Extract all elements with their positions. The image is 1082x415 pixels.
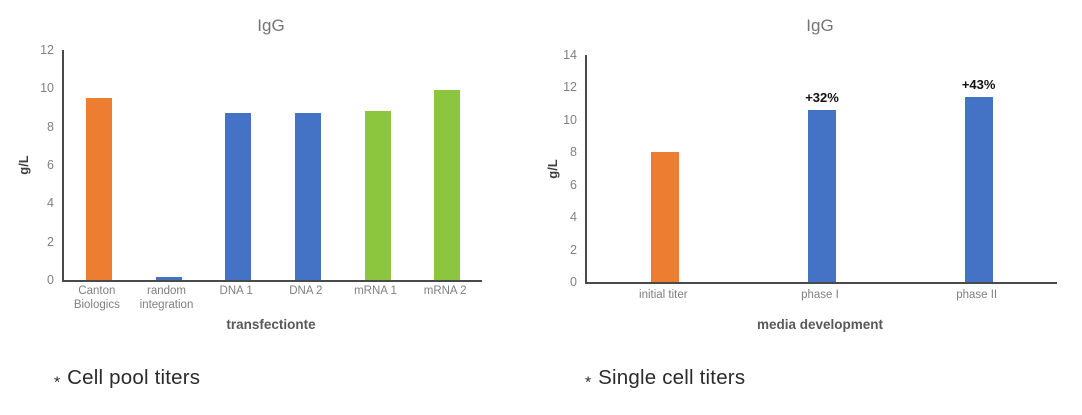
y-tick-label: 14 (563, 48, 577, 62)
x-axis-title: transfectionte (226, 317, 316, 332)
chart-caption: * Single cell titers (585, 366, 746, 392)
x-category-label: phase I (801, 289, 839, 301)
y-tick-label: 0 (570, 275, 577, 289)
x-category-label: initial titer (639, 289, 688, 301)
bar (225, 113, 252, 280)
caption-text: Single cell titers (598, 366, 746, 389)
bar (651, 152, 680, 282)
bar (364, 111, 391, 280)
asterisk-star-icon: * (54, 374, 61, 392)
chart-title: IgG (257, 16, 285, 35)
x-category-label: Canton Biologics (73, 285, 120, 311)
bar-value-label: +43% (961, 77, 996, 93)
y-tick-label: 6 (47, 158, 54, 172)
plot-area: +32% +43% (585, 55, 1057, 284)
x-category-label: DNA 1 (219, 285, 253, 297)
caption-text: Cell pool titers (67, 366, 201, 389)
x-axis-title: media development (756, 317, 884, 332)
y-tick-label: 4 (47, 196, 54, 211)
single-cell-titers-chart: IgG g/L 0 2 4 6 8 10 12 14 +32% +43% initial tit… (545, 8, 1082, 408)
y-axis-ticks: 0 2 4 6 8 10 12 (30, 43, 54, 287)
y-tick-label: 12 (563, 80, 577, 95)
asterisk-star-icon: * (585, 374, 592, 392)
bar (155, 277, 182, 280)
x-category-label: random integration (139, 285, 194, 311)
x-category-label: mRNA 1 (354, 285, 397, 297)
chart-title: IgG (806, 16, 834, 35)
y-tick-label: 8 (570, 145, 577, 160)
plot-area (62, 50, 482, 282)
y-tick-label: 0 (47, 273, 54, 287)
x-category-label: mRNA 2 (423, 285, 467, 297)
y-tick-label: 6 (570, 177, 577, 192)
bar (434, 90, 461, 280)
bar-value-label: +32% (805, 90, 839, 106)
cell-pool-titers-chart: IgG g/L 0 2 4 6 8 10 12 Canton Biologics random… (16, 8, 490, 408)
y-tick-label: 4 (570, 210, 577, 225)
y-tick-label: 8 (47, 119, 54, 134)
bar (85, 97, 112, 280)
y-tick-label: 12 (40, 43, 54, 57)
bar (808, 110, 836, 282)
chart-caption: * Cell pool titers (54, 366, 201, 392)
y-tick-label: 2 (47, 234, 54, 249)
x-category-label: DNA 2 (289, 285, 323, 297)
y-tick-label: 2 (570, 242, 577, 257)
y-tick-label: 10 (563, 112, 577, 127)
x-category-label: phase II (956, 289, 998, 301)
y-axis-ticks: 0 2 4 6 8 10 12 14 (545, 48, 577, 289)
y-tick-label: 10 (40, 81, 54, 96)
x-axis-categories: initial titer phase I phase II (585, 289, 1055, 319)
x-axis-categories: Canton Biologics random integration DNA 1 D… (62, 285, 480, 315)
bar (294, 113, 321, 280)
bar (964, 97, 993, 282)
